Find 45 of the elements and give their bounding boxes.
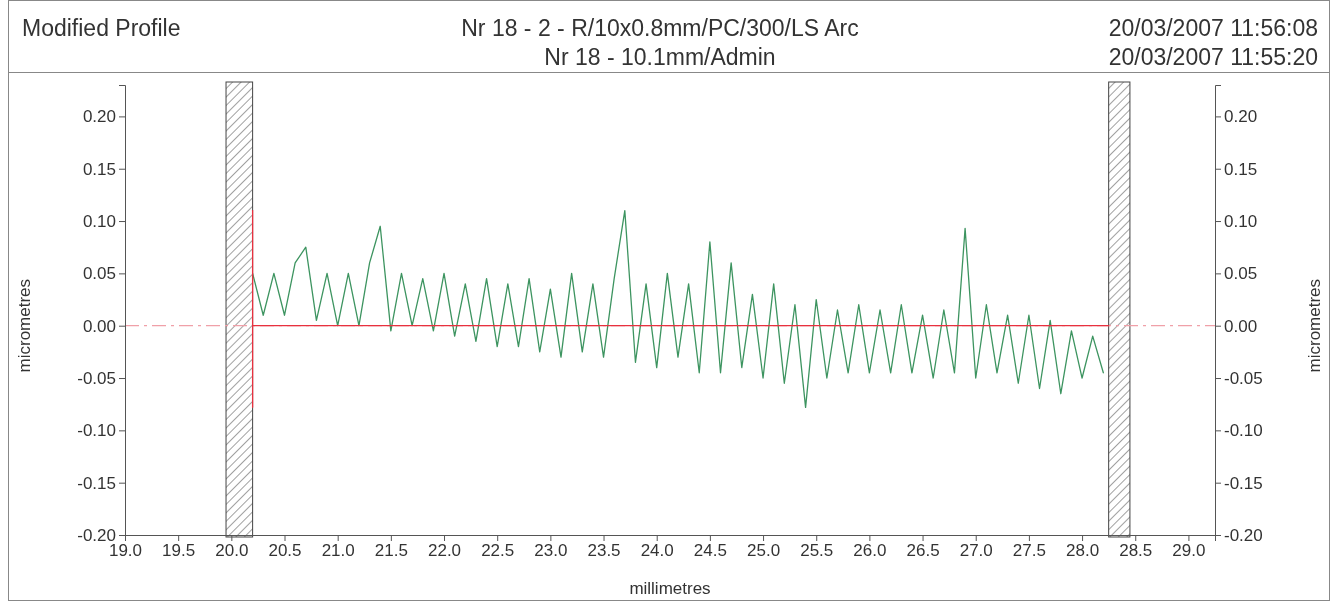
y-tick-label: 0.00: [82, 316, 116, 336]
x-axis-title: millimetres: [629, 579, 711, 598]
x-tick-label: 24.5: [693, 541, 727, 561]
x-tick-label: 22.5: [481, 541, 515, 561]
y2-tick-label: -0.05: [1224, 368, 1263, 388]
text: 20/03/2007 11:55:20: [1108, 44, 1318, 70]
x-tick-label: 26.0: [853, 541, 887, 561]
y-tick-label: -0.15: [77, 473, 116, 493]
x-tick-label: 22.0: [427, 541, 462, 561]
x-tick-label: 23.0: [534, 541, 568, 561]
x-tick-label: 20.5: [268, 541, 302, 561]
y2-tick-label: 0.10: [1224, 211, 1258, 231]
y2-tick-label: -0.10: [1224, 421, 1263, 441]
x-tick-label: 23.5: [587, 541, 621, 561]
text: Nr 18 - 2 - R/10x0.8mm/PC/300/LS Arc: [461, 15, 859, 41]
x-tick-label: 26.5: [906, 541, 940, 561]
y-tick-label: -0.05: [77, 368, 116, 388]
y-tick-label: 0.10: [82, 211, 116, 231]
y-tick-label: 0.05: [82, 264, 116, 284]
x-tick-label: 29.0: [1172, 541, 1206, 561]
x-tick-label: 25.5: [800, 541, 834, 561]
y2-axis-title: micrometres: [1305, 278, 1324, 373]
chart-title: Modified Profile: [22, 15, 181, 41]
x-tick-label: 27.0: [959, 541, 993, 561]
y-tick-label: -0.10: [77, 421, 116, 441]
x-tick-label: 20.0: [215, 541, 249, 561]
y-tick-label: 0.15: [82, 159, 116, 179]
x-tick-label: 21.0: [321, 541, 355, 561]
y2-tick-label: 0.05: [1224, 264, 1258, 284]
text: Nr 18 - 10.1mm/Admin: [544, 44, 776, 70]
y2-tick-label: -0.20: [1224, 525, 1263, 545]
y2-tick-label: 0.15: [1224, 159, 1258, 179]
y2-tick-label: -0.15: [1224, 473, 1263, 493]
x-tick-label: 24.0: [640, 541, 674, 561]
y2-tick-label: 0.00: [1224, 316, 1258, 336]
y2-tick-label: 0.20: [1224, 107, 1258, 127]
x-tick-label: 19.5: [162, 541, 196, 561]
x-tick-label: 21.5: [374, 541, 408, 561]
x-tick-label: 28.0: [1066, 541, 1100, 561]
x-tick-label: 27.5: [1012, 541, 1046, 561]
text: 20/03/2007 11:56:08: [1108, 15, 1318, 41]
y-axis-title: micrometres: [15, 278, 34, 373]
x-tick-label: 28.5: [1119, 541, 1153, 561]
y-tick-label: 0.20: [82, 107, 116, 127]
x-tick-label: 25.0: [747, 541, 781, 561]
